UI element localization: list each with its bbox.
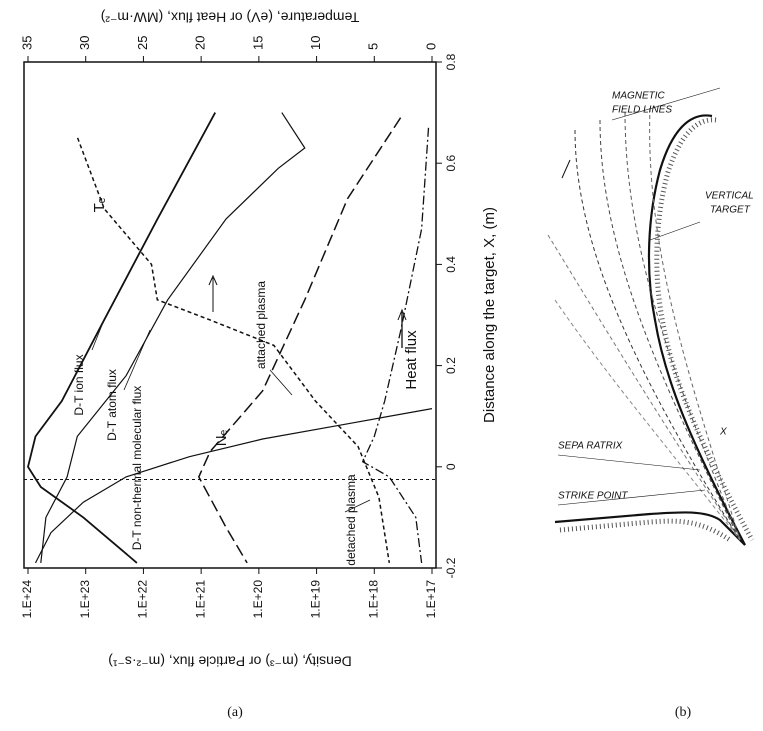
diagram-label: X — [719, 427, 727, 438]
series-label: D-T non-thermal molecular flux — [130, 386, 144, 551]
y2-tick-label: 25 — [135, 36, 150, 50]
target-hatch — [559, 518, 732, 543]
field-arrow — [561, 159, 571, 179]
annotation: detached plasma — [344, 474, 358, 566]
y-tick-label: 1.E+23 — [78, 580, 92, 619]
series-label: D-T ion flux — [72, 354, 86, 415]
panel-label: (a) — [227, 705, 243, 720]
y-tick-label: 1.E+17 — [424, 580, 438, 619]
series-line — [197, 117, 402, 564]
series-label: Heat flux — [403, 330, 420, 390]
series-label: Nₑ — [213, 429, 230, 446]
y-axis-title: Density, (m⁻³) or Particle flux, (m⁻²·s⁻… — [108, 653, 352, 669]
annotation: attached plasma — [254, 281, 268, 369]
series-line — [76, 137, 391, 564]
x-tick-label: -0.2 — [444, 557, 458, 578]
target-hatch — [654, 117, 755, 542]
plot-frame — [23, 61, 437, 569]
leader-line — [344, 499, 371, 513]
y2-tick-label: 30 — [77, 36, 92, 50]
y-tick-label: 1.E+20 — [251, 580, 265, 619]
y2-tick-label: 5 — [366, 43, 381, 50]
te-arrow-head — [208, 274, 218, 286]
x-tick-label: 0.8 — [444, 53, 458, 70]
y-tick-label: 1.E+21 — [193, 580, 207, 619]
series-line — [40, 112, 306, 563]
leader-line — [649, 221, 701, 241]
leader-line — [611, 87, 721, 121]
diagram-label: FIELD LINES — [612, 105, 672, 116]
y-tick-label: 1.E+19 — [309, 580, 323, 619]
y-tick-label: 1.E+22 — [136, 580, 150, 619]
y2-axis-title: Temperature, (eV) or Heat flux, (MW·m⁻²) — [101, 9, 360, 25]
y2-tick-label: 20 — [193, 36, 208, 50]
x-tick-label: 0.4 — [444, 256, 458, 273]
y-tick-label: 1.E+18 — [366, 580, 380, 619]
series-label: Tₑ — [91, 197, 108, 212]
field-line — [574, 129, 741, 541]
y-tick-label: 1.E+24 — [20, 580, 34, 619]
diagram-label: TARGET — [710, 205, 751, 216]
field-line — [547, 234, 741, 541]
series-label: D-T atom flux — [105, 369, 119, 441]
leader-line — [269, 369, 293, 396]
diagram-label: VERTICAL — [705, 191, 754, 202]
y2-tick-label: 0 — [423, 43, 438, 50]
series-line — [34, 408, 433, 564]
leader-line — [557, 454, 701, 471]
field-line — [599, 119, 741, 541]
field-line — [554, 299, 741, 541]
y2-tick-label: 10 — [308, 36, 323, 50]
y2-tick-label: 15 — [250, 36, 265, 50]
series-line — [361, 127, 430, 563]
diagram: MAGNETIC FIELD LINES VERTICAL TARGET SEP… — [547, 87, 755, 546]
x-axis-title: Distance along the target, X, (m) — [481, 207, 498, 423]
target-wall — [554, 114, 746, 546]
diagram-label: STRIKE POINT — [558, 491, 628, 502]
field-line — [649, 107, 741, 541]
panel-label: (b) — [675, 705, 692, 720]
series-line — [27, 112, 216, 564]
diagram-label: SEPA RATRIX — [558, 441, 623, 452]
x-tick-label: 0 — [444, 463, 458, 470]
x-tick-label: 0.6 — [444, 155, 458, 172]
y2-tick-label: 35 — [19, 36, 34, 50]
heat-arrow-head — [397, 308, 407, 321]
x-tick-label: 0.2 — [444, 357, 458, 374]
field-line — [624, 111, 741, 541]
diagram-label: MAGNETIC — [612, 91, 666, 102]
leader-line — [557, 489, 706, 506]
